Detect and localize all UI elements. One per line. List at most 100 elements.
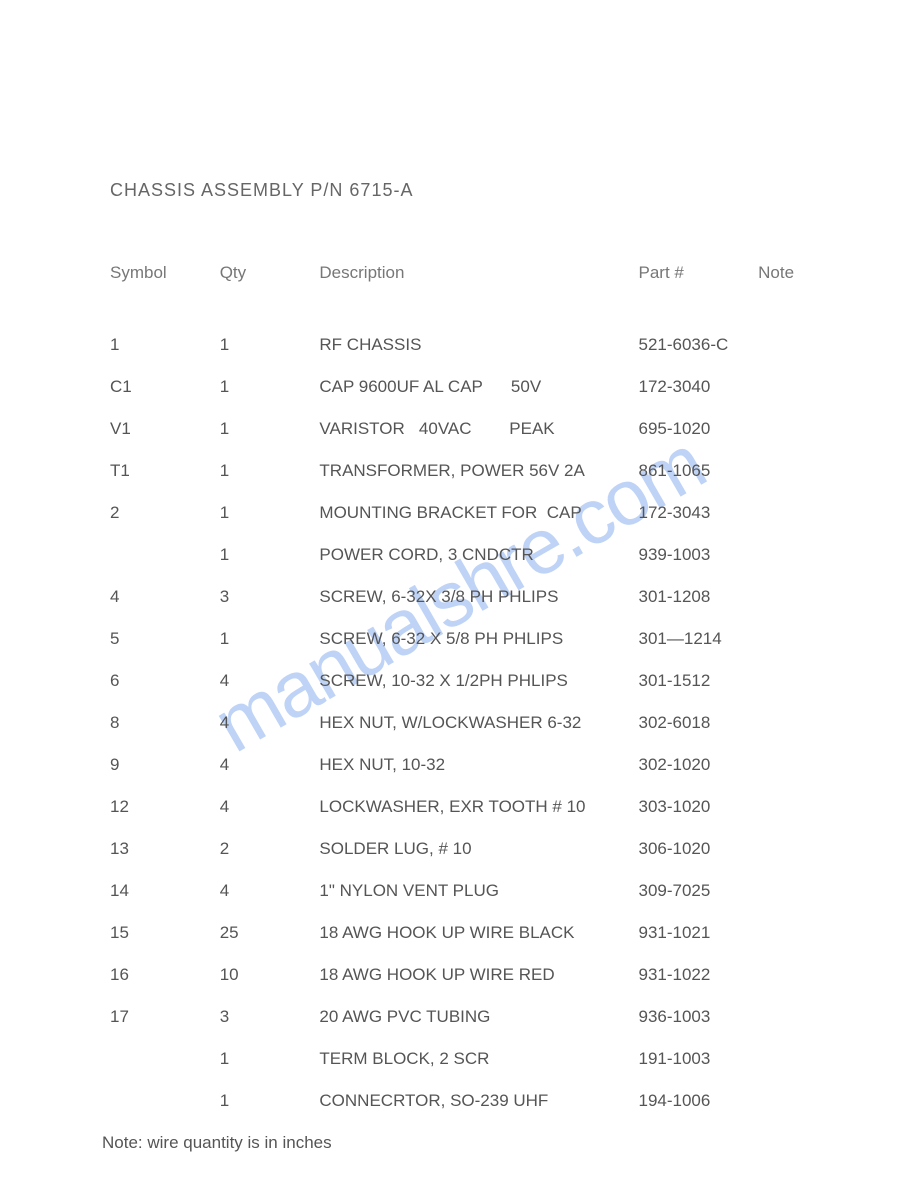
cell-part: 931-1021: [639, 923, 759, 943]
cell-note: [758, 377, 818, 397]
cell-description: SCREW, 6-32X 3/8 PH PHLIPS: [319, 587, 638, 607]
cell-description: CONNECRTOR, SO-239 UHF: [319, 1091, 638, 1111]
cell-symbol: 1: [110, 335, 220, 355]
cell-description: TERM BLOCK, 2 SCR: [319, 1049, 638, 1069]
cell-qty: 1: [220, 419, 320, 439]
table-row: 17320 AWG PVC TUBING936-1003: [110, 1007, 818, 1027]
cell-note: [758, 419, 818, 439]
cell-description: HEX NUT, 10-32: [319, 755, 638, 775]
header-qty: Qty: [220, 263, 320, 283]
table-row: T11TRANSFORMER, POWER 56V 2A861-1065: [110, 461, 818, 481]
cell-note: [758, 503, 818, 523]
cell-note: [758, 1007, 818, 1027]
cell-description: RF CHASSIS: [319, 335, 638, 355]
cell-symbol: 13: [110, 839, 220, 859]
cell-symbol: T1: [110, 461, 220, 481]
cell-description: 1" NYLON VENT PLUG: [319, 881, 638, 901]
cell-symbol: 9: [110, 755, 220, 775]
cell-symbol: C1: [110, 377, 220, 397]
cell-note: [758, 881, 818, 901]
cell-qty: 4: [220, 881, 320, 901]
cell-symbol: 2: [110, 503, 220, 523]
cell-qty: 1: [220, 1049, 320, 1069]
header-note: Note: [758, 263, 818, 283]
cell-description: SCREW, 6-32 X 5/8 PH PHLIPS: [319, 629, 638, 649]
table-row: 1TERM BLOCK, 2 SCR191-1003: [110, 1049, 818, 1069]
cell-qty: 3: [220, 1007, 320, 1027]
page-title: CHASSIS ASSEMBLY P/N 6715-A: [110, 180, 818, 201]
cell-symbol: [110, 1049, 220, 1069]
cell-description: HEX NUT, W/LOCKWASHER 6-32: [319, 713, 638, 733]
header-part: Part #: [639, 263, 759, 283]
table-row: 51SCREW, 6-32 X 5/8 PH PHLIPS301—1214: [110, 629, 818, 649]
cell-qty: 1: [220, 545, 320, 565]
cell-note: [758, 923, 818, 943]
cell-description: POWER CORD, 3 CNDCTR: [319, 545, 638, 565]
cell-note: [758, 965, 818, 985]
cell-part: 695-1020: [639, 419, 759, 439]
cell-qty: 1: [220, 1091, 320, 1111]
cell-description: SCREW, 10-32 X 1/2PH PHLIPS: [319, 671, 638, 691]
cell-part: 301-1512: [639, 671, 759, 691]
cell-symbol: [110, 545, 220, 565]
cell-part: 194-1006: [639, 1091, 759, 1111]
cell-symbol: 6: [110, 671, 220, 691]
cell-qty: 1: [220, 629, 320, 649]
cell-qty: 1: [220, 461, 320, 481]
cell-qty: 10: [220, 965, 320, 985]
cell-symbol: 16: [110, 965, 220, 985]
cell-note: [758, 797, 818, 817]
cell-qty: 2: [220, 839, 320, 859]
table-row: 1POWER CORD, 3 CNDCTR939-1003: [110, 545, 818, 565]
cell-part: 931-1022: [639, 965, 759, 985]
cell-part: 172-3040: [639, 377, 759, 397]
cell-description: TRANSFORMER, POWER 56V 2A: [319, 461, 638, 481]
cell-part: 306-1020: [639, 839, 759, 859]
cell-qty: 25: [220, 923, 320, 943]
cell-part: 303-1020: [639, 797, 759, 817]
cell-qty: 4: [220, 755, 320, 775]
cell-description: LOCKWASHER, EXR TOOTH # 10: [319, 797, 638, 817]
cell-symbol: 14: [110, 881, 220, 901]
header-description: Description: [319, 263, 638, 283]
cell-part: 936-1003: [639, 1007, 759, 1027]
table-row: 64SCREW, 10-32 X 1/2PH PHLIPS301-1512: [110, 671, 818, 691]
table-row: C11CAP 9600UF AL CAP 50V172-3040: [110, 377, 818, 397]
cell-part: 301-1208: [639, 587, 759, 607]
cell-description: 18 AWG HOOK UP WIRE BLACK: [319, 923, 638, 943]
footer-note: Note: wire quantity is in inches: [102, 1133, 818, 1153]
cell-symbol: V1: [110, 419, 220, 439]
cell-qty: 3: [220, 587, 320, 607]
table-body: 11RF CHASSIS521-6036-C C11CAP 9600UF AL C…: [110, 335, 818, 1111]
cell-symbol: 15: [110, 923, 220, 943]
cell-part: 302-6018: [639, 713, 759, 733]
cell-part: 301—1214: [639, 629, 759, 649]
table-row: 1441" NYLON VENT PLUG309-7025: [110, 881, 818, 901]
cell-qty: 4: [220, 797, 320, 817]
cell-symbol: 8: [110, 713, 220, 733]
cell-note: [758, 335, 818, 355]
cell-symbol: 12: [110, 797, 220, 817]
cell-description: MOUNTING BRACKET FOR CAP: [319, 503, 638, 523]
table-row: 132SOLDER LUG, # 10306-1020: [110, 839, 818, 859]
cell-qty: 1: [220, 335, 320, 355]
cell-symbol: 5: [110, 629, 220, 649]
cell-part: 172-3043: [639, 503, 759, 523]
table-row: 124LOCKWASHER, EXR TOOTH # 10303-1020: [110, 797, 818, 817]
cell-symbol: [110, 1091, 220, 1111]
cell-part: 191-1003: [639, 1049, 759, 1069]
cell-part: 939-1003: [639, 545, 759, 565]
table-row: 161018 AWG HOOK UP WIRE RED931-1022: [110, 965, 818, 985]
cell-part: 302-1020: [639, 755, 759, 775]
cell-part: 861-1065: [639, 461, 759, 481]
cell-note: [758, 839, 818, 859]
cell-note: [758, 671, 818, 691]
cell-qty: 1: [220, 377, 320, 397]
cell-description: VARISTOR 40VAC PEAK: [319, 419, 638, 439]
table-row: 11RF CHASSIS521-6036-C: [110, 335, 818, 355]
cell-part: 309-7025: [639, 881, 759, 901]
table-row: 1CONNECRTOR, SO-239 UHF194-1006: [110, 1091, 818, 1111]
cell-description: SOLDER LUG, # 10: [319, 839, 638, 859]
cell-note: [758, 545, 818, 565]
cell-note: [758, 1091, 818, 1111]
